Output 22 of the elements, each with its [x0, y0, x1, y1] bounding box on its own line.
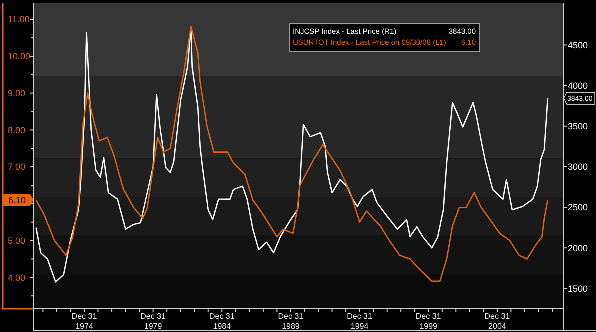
y-tick-label: 9.00: [8, 88, 26, 98]
y2-tick-label: 3500: [568, 122, 588, 132]
y2-tick-label: 3000: [568, 162, 588, 172]
y2-tick-label: 2500: [568, 202, 588, 213]
y-tick-label: 7.00: [8, 162, 26, 172]
x-tick-label: Dec 31 1994: [347, 312, 374, 331]
x-tick-label: Dec 31 1984: [209, 312, 236, 331]
x-tick-label: Dec 31 2004: [484, 312, 511, 331]
y2-tick-label: 4500: [568, 40, 588, 50]
y2-tick-label: 2000: [568, 243, 588, 254]
x-tick-label: Dec 31 1989: [278, 312, 304, 331]
y-tick-label: 8.00: [8, 125, 26, 136]
y-tick-label: 10.00: [8, 52, 31, 62]
x-tick-label: Dec 31 1999: [416, 312, 442, 331]
text: 6.10: [8, 195, 26, 206]
y-tick-label: 4.00: [8, 272, 26, 283]
x-tick-label: Dec 31 1979: [140, 312, 167, 331]
y2-tick-label: 1500: [568, 284, 588, 294]
y-tick-label: 11.00: [8, 14, 30, 25]
y2-tick-label: 4000: [568, 80, 588, 91]
y-tick-label: 5.00: [8, 236, 26, 246]
x-tick-label: Dec 31 1974: [72, 312, 98, 331]
